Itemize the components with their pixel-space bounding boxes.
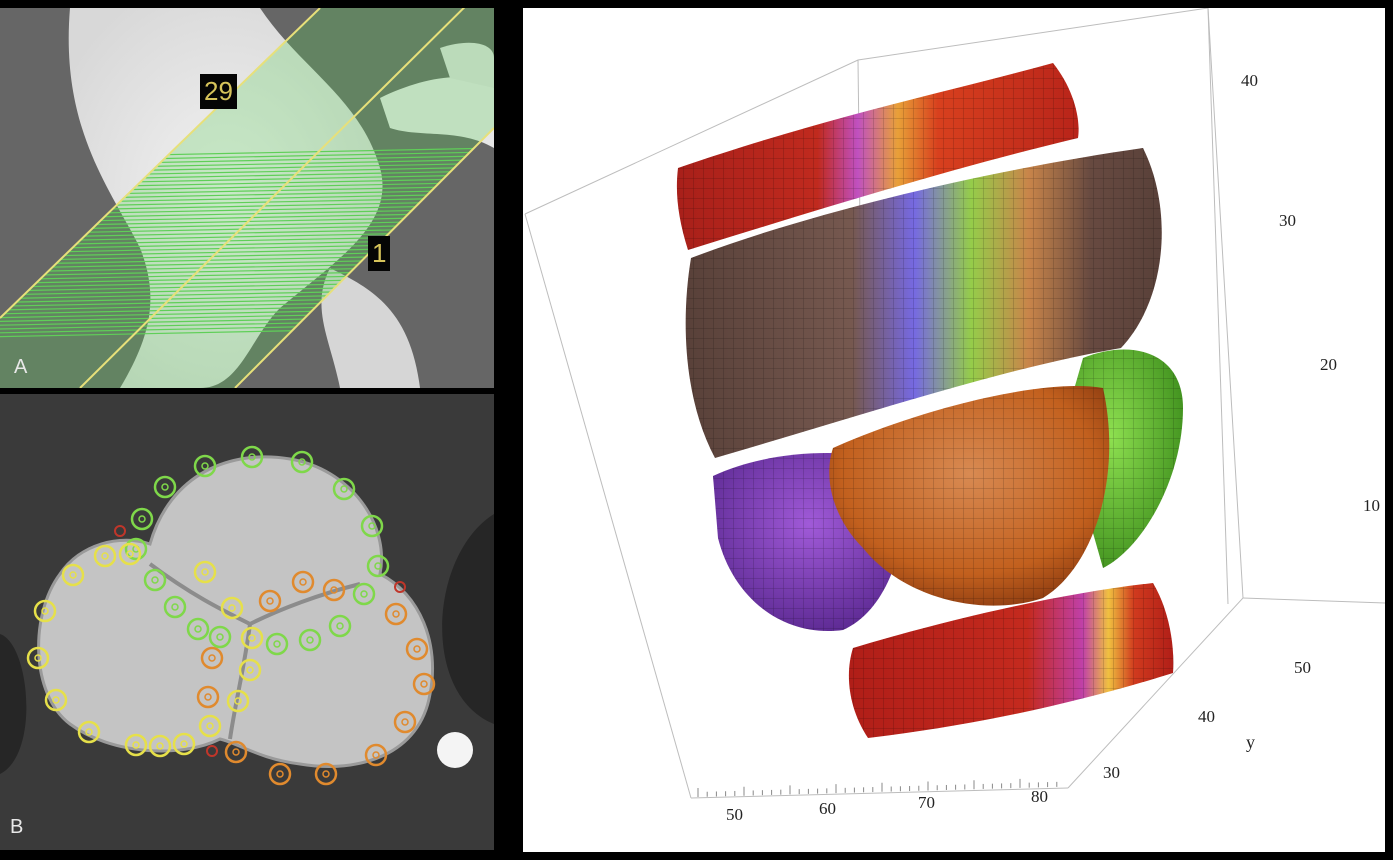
- ct-long-axis-image: [0, 8, 494, 388]
- z-tick-10: 10: [1363, 496, 1380, 515]
- panel-3d-surface-plot: 40 30 20 10 50 40 30 y 50 60 70 80: [523, 8, 1385, 852]
- orange-cusp-marker: [200, 646, 224, 670]
- x-tick-50: 50: [726, 805, 743, 824]
- yellow-cusp-marker: [148, 734, 172, 758]
- yellow-cusp-marker: [240, 626, 264, 650]
- yellow-cusp-marker: [93, 544, 117, 568]
- y-tick-50: 50: [1294, 658, 1311, 677]
- slab-boundary-line: [79, 8, 466, 388]
- orange-cusp-marker: [384, 602, 408, 626]
- z-tick-20: 20: [1320, 355, 1337, 374]
- yellow-cusp-marker: [124, 733, 148, 757]
- yellow-cusp-marker: [77, 720, 101, 744]
- slab-boundary-line: [234, 127, 494, 388]
- x-axis-tick-marks: [697, 778, 1058, 797]
- green-cusp-marker: [208, 625, 232, 649]
- commissure-line-lower: [228, 623, 252, 740]
- aortic-root-shape: [68, 8, 383, 388]
- y-axis-name: y: [1246, 732, 1255, 752]
- green-cusp-marker: [143, 568, 167, 592]
- yellow-cusp-marker: [172, 732, 196, 756]
- 3d-plot-canvas: 40 30 20 10 50 40 30 y 50 60 70 80: [524, 8, 1385, 824]
- yellow-cusp-marker: [61, 563, 85, 587]
- green-cusp-marker: [366, 554, 390, 578]
- cusp-markers: [26, 445, 436, 786]
- yellow-cusp-marker: [198, 714, 222, 738]
- vessel-shape-upper: [440, 42, 494, 88]
- x-tick-80: 80: [1031, 787, 1048, 806]
- green-cusp-marker: [193, 454, 217, 478]
- ct-short-axis-image: [0, 394, 494, 850]
- orange-cusp-marker: [224, 740, 248, 764]
- green-cusp-marker: [265, 632, 289, 656]
- green-cusp-marker: [163, 595, 187, 619]
- green-cusp-marker: [332, 477, 356, 501]
- green-cusp-marker: [328, 614, 352, 638]
- yellow-cusp-marker: [193, 560, 217, 584]
- aortic-annulus-cross-section: [37, 455, 435, 768]
- yellow-cusp-marker: [26, 646, 50, 670]
- x-tick-60: 60: [819, 799, 836, 818]
- yellow-cusp-marker: [118, 542, 142, 566]
- panel-b-ct-short-axis: B: [0, 394, 494, 850]
- green-cusp-marker: [186, 617, 210, 641]
- slab-fill: [0, 8, 494, 388]
- bottom-band-mesh: [848, 583, 1174, 738]
- yellow-cusp-marker: [226, 689, 250, 713]
- green-cusp-marker: [360, 514, 384, 538]
- orange-cusp-marker: [291, 570, 315, 594]
- orange-cusp-marker: [405, 637, 429, 661]
- panel-letter-b: B: [10, 816, 24, 838]
- red-cusp-marker: [206, 745, 218, 757]
- red-cusp-marker: [114, 525, 126, 537]
- y-tick-40: 40: [1198, 707, 1215, 726]
- green-cusp-marker: [352, 582, 376, 606]
- orange-cusp-marker: [314, 762, 338, 786]
- yellow-cusp-marker: [220, 596, 244, 620]
- yellow-cusp-marker: [33, 599, 57, 623]
- bounding-box-lines: [524, 8, 1385, 799]
- green-cusp-marker: [290, 450, 314, 474]
- green-cusp-marker: [240, 445, 264, 469]
- slab-boundary-line: [0, 8, 321, 319]
- orange-cusp-marker: [258, 589, 282, 613]
- vessel-bright-spot: [437, 732, 473, 768]
- red-cusp-marker: [394, 581, 406, 593]
- z-tick-30: 30: [1279, 211, 1296, 230]
- yellow-cusp-marker: [238, 658, 262, 682]
- coronary-vessel-shape: [380, 77, 494, 148]
- z-tick-40: 40: [1241, 71, 1258, 90]
- orange-cusp-marker: [322, 578, 346, 602]
- orange-cusp-marker: [364, 743, 388, 767]
- orange-cusp-marker: [268, 762, 292, 786]
- outflow-shape: [321, 268, 420, 388]
- green-cusp-marker: [298, 628, 322, 652]
- orange-cusp-marker: [196, 685, 220, 709]
- orange-cusp-marker: [393, 710, 417, 734]
- panel-letter-a: A: [14, 356, 28, 378]
- orange-cusp-marker: [412, 672, 436, 696]
- panel-a-ct-slice-planning: 29 1 A: [0, 8, 494, 388]
- slice-label-bottom: 1: [368, 236, 391, 271]
- green-cusp-marker: [153, 475, 177, 499]
- slice-label-top: 29: [200, 74, 237, 109]
- x-tick-70: 70: [918, 793, 935, 812]
- sinus-band-mesh: [685, 148, 1162, 458]
- green-cusp-marker: [130, 507, 154, 531]
- top-band-mesh: [676, 63, 1079, 250]
- y-tick-30: 30: [1103, 763, 1120, 782]
- orange-cusp-mesh: [829, 386, 1110, 606]
- yellow-cusp-marker: [44, 688, 68, 712]
